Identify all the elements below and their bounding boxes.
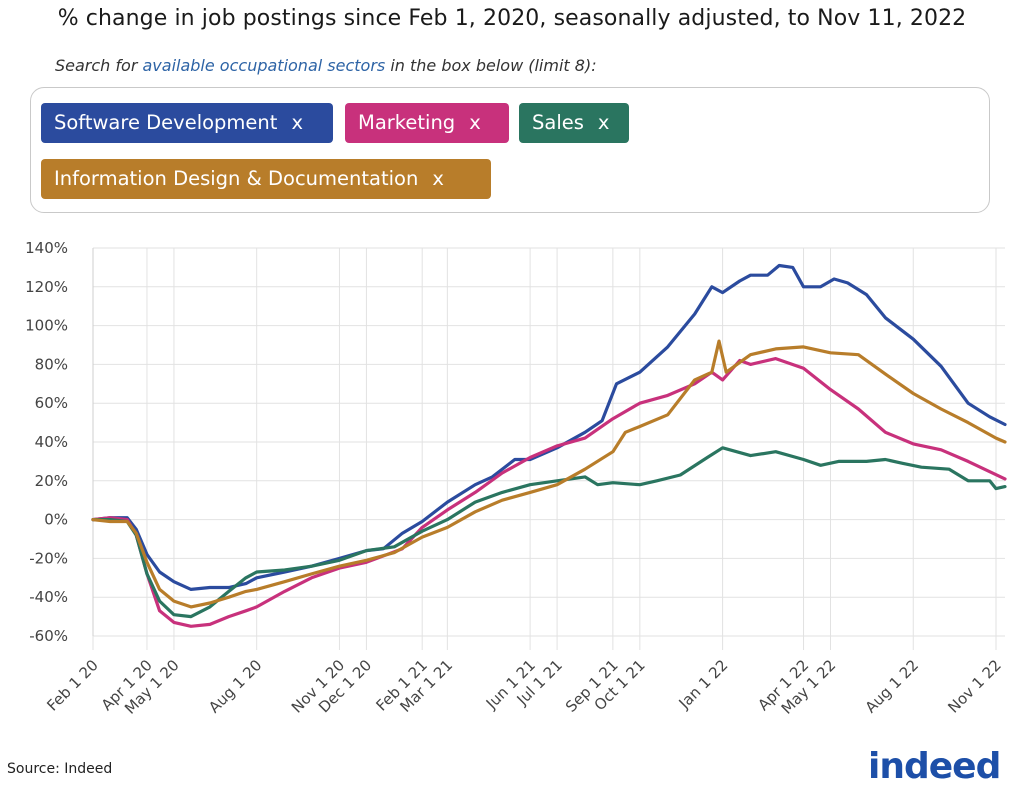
chip-marketing[interactable]: Marketing x xyxy=(345,103,509,143)
remove-marketing-button[interactable]: x xyxy=(469,111,481,134)
remove-sales-button[interactable]: x xyxy=(597,111,610,134)
indeed-logo: indeed xyxy=(868,746,1018,792)
x-tick-label: Feb 1 20 xyxy=(43,656,102,715)
x-tick-label: Aug 1 22 xyxy=(862,656,922,716)
y-tick-label: 40% xyxy=(35,433,68,451)
x-tick-label: Aug 1 20 xyxy=(205,656,265,716)
remove-information-design-documentation-button[interactable]: x xyxy=(432,167,444,190)
search-hint: Search for available occupational sector… xyxy=(55,56,597,75)
chip-information-design-documentation[interactable]: Information Design & Documentation x xyxy=(41,159,491,199)
y-tick-label: 60% xyxy=(35,394,68,412)
y-tick-label: 120% xyxy=(25,278,68,296)
series-line-marketing xyxy=(91,357,1007,628)
y-tick-label: 0% xyxy=(44,511,68,529)
y-tick-label: -60% xyxy=(29,627,68,645)
chart-title: % change in job postings since Feb 1, 20… xyxy=(57,6,967,31)
series-line-software-development xyxy=(91,263,1007,591)
x-tick-label: Nov 1 22 xyxy=(944,656,1004,716)
chip-software-development[interactable]: Software Development x xyxy=(41,103,333,143)
sector-filter-box[interactable] xyxy=(30,87,990,213)
series-line-sales xyxy=(91,446,1007,619)
chip-sales[interactable]: Sales x xyxy=(519,103,629,143)
source-note: Source: Indeed xyxy=(7,761,113,777)
y-tick-label: 20% xyxy=(35,472,68,490)
chip-label: Information Design & Documentation xyxy=(54,167,419,190)
x-tick-label: Jan 1 22 xyxy=(675,656,732,713)
y-tick-label: 80% xyxy=(35,355,68,373)
series-line-information-design-documentation xyxy=(91,339,1007,609)
chip-label: Sales xyxy=(532,111,584,134)
y-tick-label: -40% xyxy=(29,588,68,606)
y-tick-label: 100% xyxy=(25,317,68,335)
remove-software-development-button[interactable]: x xyxy=(291,111,303,134)
logo-text: indeed xyxy=(868,746,1001,787)
search-hint-suffix: in the box below (limit 8): xyxy=(385,56,597,75)
y-tick-label: 140% xyxy=(25,239,68,257)
search-hint-prefix: Search for xyxy=(55,56,143,75)
y-tick-label: -20% xyxy=(29,549,68,567)
sectors-link[interactable]: available occupational sectors xyxy=(142,56,386,75)
chip-label: Software Development xyxy=(54,111,278,134)
chip-label: Marketing xyxy=(358,111,456,134)
